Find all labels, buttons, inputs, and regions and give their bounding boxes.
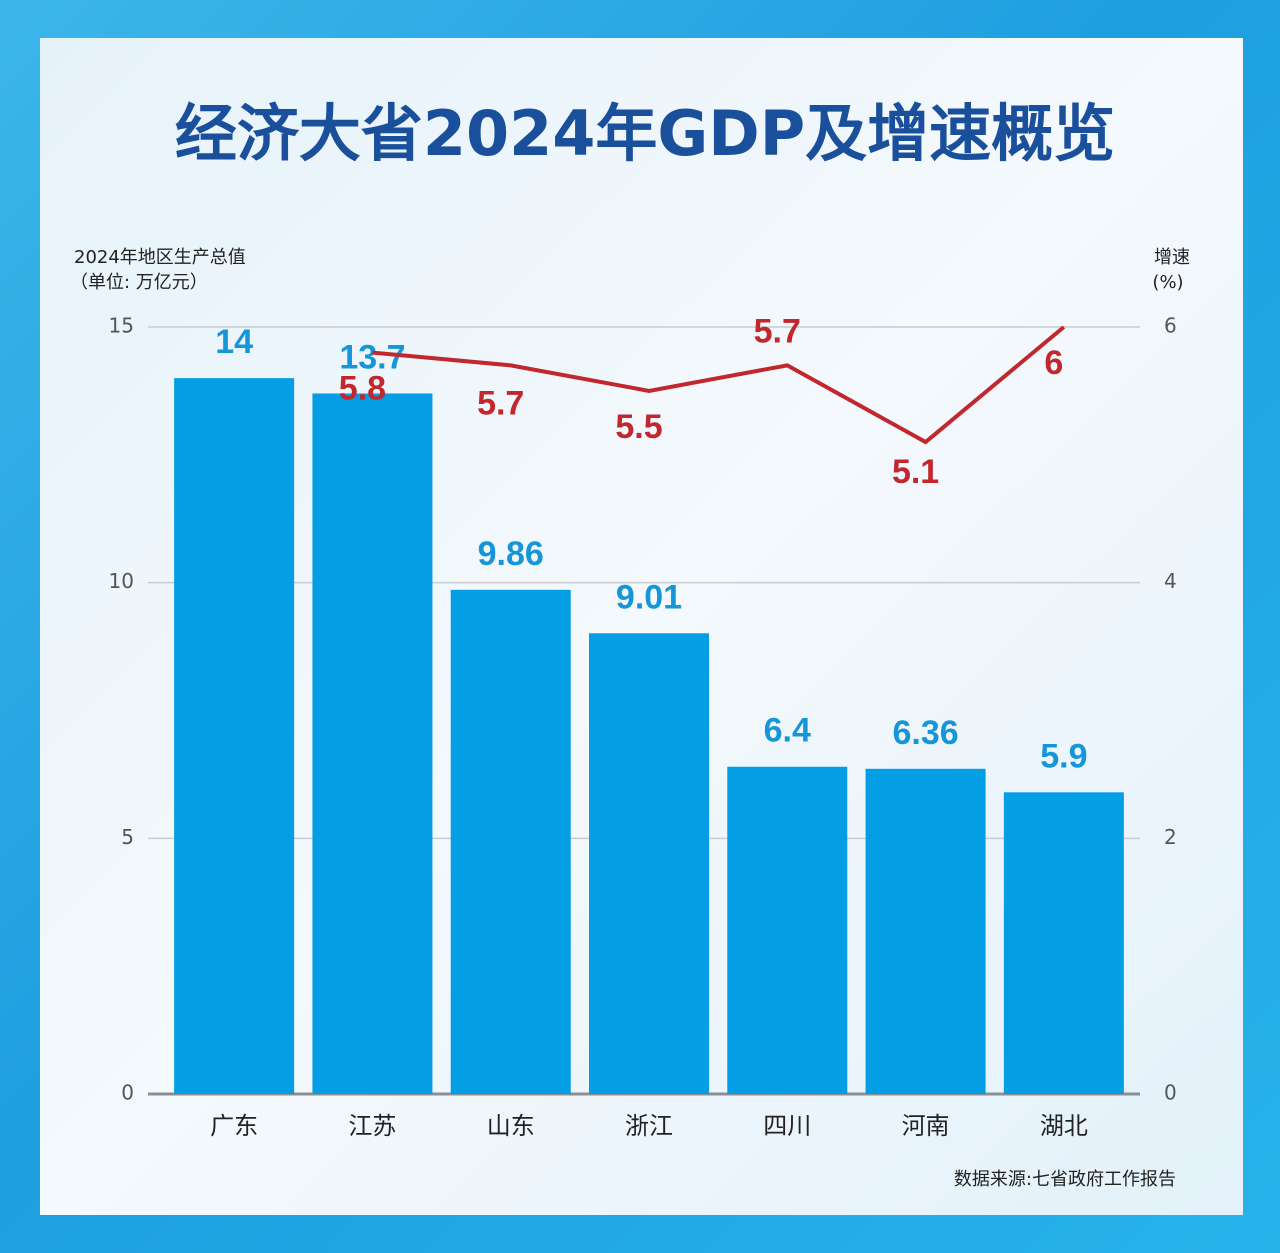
- growth-line: [372, 325, 1066, 445]
- line-value-label: 5.1: [892, 453, 939, 491]
- y-axis-title: （单位: 万亿元）: [70, 272, 208, 293]
- x-tick-label: 河南: [902, 1112, 950, 1140]
- bar-value-label: 6.36: [892, 714, 958, 752]
- bar-value-label: 6.4: [764, 712, 811, 750]
- y2-axis-title: 增速: [1154, 247, 1190, 268]
- x-tick-label: 广东: [210, 1112, 258, 1140]
- x-tick-label: 山东: [487, 1112, 535, 1140]
- bar-value-label: 9.86: [478, 535, 544, 573]
- x-tick-label: 浙江: [625, 1112, 673, 1140]
- bar: [727, 766, 848, 1094]
- line-value-label: 5.8: [339, 370, 386, 408]
- bar: [1003, 792, 1124, 1094]
- bar-value-label: 5.9: [1040, 737, 1087, 775]
- line-value-label: 5.7: [754, 312, 801, 350]
- y2-axis-title: (%): [1152, 272, 1183, 293]
- bar-value-label: 9.01: [616, 578, 682, 616]
- line-value-label: 6: [1044, 344, 1063, 382]
- bar-value-label: 13.7: [339, 338, 405, 376]
- y-tick-label: 15: [109, 314, 134, 338]
- y-tick-label: 10: [109, 569, 134, 593]
- y2-tick-label: 6: [1164, 314, 1177, 338]
- y2-tick-label: 2: [1164, 825, 1177, 849]
- x-tick-label: 江苏: [348, 1112, 396, 1140]
- bar: [865, 768, 986, 1094]
- y-axis-title: 2024年地区生产总值: [74, 247, 246, 268]
- y-tick-label: 5: [121, 825, 134, 849]
- line-value-label: 5.7: [477, 384, 524, 422]
- chart-title: 经济大省2024年GDP及增速概览: [175, 97, 1115, 170]
- bar: [312, 393, 433, 1094]
- y2-tick-label: 0: [1164, 1081, 1177, 1105]
- y-tick-label: 0: [121, 1081, 134, 1105]
- bar: [174, 378, 295, 1095]
- x-tick-label: 湖北: [1040, 1112, 1088, 1140]
- source: 数据来源:七省政府工作报告: [954, 1169, 1176, 1190]
- x-tick-label: 四川: [763, 1112, 811, 1140]
- bar-value-label: 14: [215, 323, 253, 361]
- line-value-label: 5.5: [615, 408, 662, 446]
- y2-tick-label: 4: [1164, 569, 1177, 593]
- bar: [450, 589, 571, 1094]
- bar: [589, 633, 709, 1094]
